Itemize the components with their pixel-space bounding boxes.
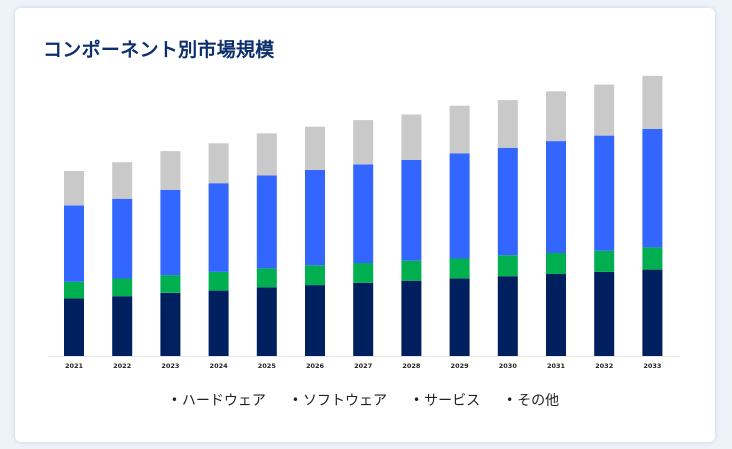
bar-2032-series-3 xyxy=(594,84,615,136)
bar-2021-series-3 xyxy=(64,171,84,206)
bar-2027-series-1 xyxy=(353,263,374,283)
bar-2022-series-0 xyxy=(112,296,133,356)
bar-2027-series-3 xyxy=(353,120,374,165)
stacked-bar-chart: 2021 2022 2023 2024 2025 2026 2027 2028 2029 2030… xyxy=(48,75,680,370)
x-tick-label: 2025 xyxy=(258,362,277,370)
bar-2024-series-3 xyxy=(208,143,229,184)
x-tick-label: 2021 xyxy=(65,362,84,370)
bar-2030-series-2 xyxy=(497,147,518,256)
legend-label: サービス xyxy=(424,393,481,409)
bar-2029-series-0 xyxy=(449,278,470,356)
legend-bullet-icon: • xyxy=(170,393,178,407)
bar-2032-series-2 xyxy=(594,135,615,251)
bar-2028-series-3 xyxy=(401,114,422,160)
bar-2032-series-1 xyxy=(594,250,615,272)
bar-2031-series-1 xyxy=(546,253,566,274)
x-tick-label: 2028 xyxy=(402,362,421,370)
x-tick-label: 2023 xyxy=(161,362,179,370)
bar-2027-series-2 xyxy=(353,164,374,263)
bar-2033-series-3 xyxy=(642,75,663,129)
bar-2027-series-0 xyxy=(353,282,374,356)
bar-2023-series-0 xyxy=(160,292,181,356)
bar-2028-series-1 xyxy=(401,260,422,281)
bar-2030-series-1 xyxy=(497,255,518,277)
chart-card: コンポーネント別市場規模 2021 2022 2023 2024 2025 2026 202… xyxy=(15,8,715,442)
legend-bullet-icon: • xyxy=(413,393,421,407)
x-tick-label: 2022 xyxy=(113,362,131,370)
x-tick-label: 2031 xyxy=(547,362,566,370)
bar-2033-series-2 xyxy=(642,128,663,248)
bar-2030-series-3 xyxy=(497,100,518,148)
bar-2025-series-0 xyxy=(256,287,277,356)
bar-2022-series-3 xyxy=(112,162,133,199)
legend-item-1[interactable]: • ソフトウェア xyxy=(292,390,387,410)
bar-2031-series-0 xyxy=(546,274,566,356)
legend-label: ソフトウェア xyxy=(303,393,387,409)
bar-2023-series-3 xyxy=(160,151,181,190)
bar-2026-series-1 xyxy=(305,265,325,286)
chart-legend: • ハードウェア • ソフトウェア • サービス • その他 xyxy=(15,390,715,410)
legend-item-2[interactable]: • サービス xyxy=(413,390,480,410)
x-tick-label: 2033 xyxy=(643,362,661,370)
bar-2023-series-2 xyxy=(160,189,181,276)
bar-2021-series-0 xyxy=(64,298,84,356)
bar-2028-series-2 xyxy=(401,159,422,261)
bar-2026-series-0 xyxy=(305,285,325,356)
legend-bullet-icon: • xyxy=(291,393,299,407)
bar-2024-series-2 xyxy=(208,183,229,272)
bar-2024-series-0 xyxy=(208,290,229,356)
x-tick-label: 2030 xyxy=(499,362,518,370)
bar-2026-series-2 xyxy=(305,169,325,266)
bar-2029-series-1 xyxy=(449,258,470,279)
bar-2032-series-0 xyxy=(594,271,615,356)
bar-2029-series-2 xyxy=(449,153,470,259)
bar-2022-series-1 xyxy=(112,278,133,297)
bar-2029-series-3 xyxy=(449,105,470,154)
bar-2025-series-1 xyxy=(256,268,277,288)
chart-title: コンポーネント別市場規模 xyxy=(43,39,275,61)
x-tick-label: 2029 xyxy=(451,362,470,370)
bar-2024-series-1 xyxy=(208,271,229,291)
bar-2031-series-3 xyxy=(546,91,566,142)
bar-2025-series-2 xyxy=(256,175,277,269)
bar-2033-series-0 xyxy=(642,269,663,356)
bar-2021-series-2 xyxy=(64,205,84,282)
x-tick-label: 2027 xyxy=(354,362,372,370)
bar-2031-series-2 xyxy=(546,141,566,253)
bar-2021-series-1 xyxy=(64,281,84,299)
bar-2023-series-1 xyxy=(160,275,181,293)
bar-2026-series-3 xyxy=(305,126,325,170)
bar-2025-series-3 xyxy=(256,133,277,176)
legend-label: ハードウェア xyxy=(181,393,266,409)
bar-2030-series-0 xyxy=(497,276,518,356)
bar-2033-series-1 xyxy=(642,247,663,270)
legend-item-0[interactable]: • ハードウェア xyxy=(171,390,266,410)
x-tick-label: 2026 xyxy=(306,362,325,370)
legend-bullet-icon: • xyxy=(506,393,514,407)
legend-label: その他 xyxy=(517,393,560,409)
x-tick-label: 2024 xyxy=(210,362,229,370)
x-tick-label: 2032 xyxy=(595,362,613,370)
bar-2022-series-2 xyxy=(112,198,133,279)
bar-2028-series-0 xyxy=(401,280,422,356)
legend-item-3[interactable]: • その他 xyxy=(506,390,559,410)
